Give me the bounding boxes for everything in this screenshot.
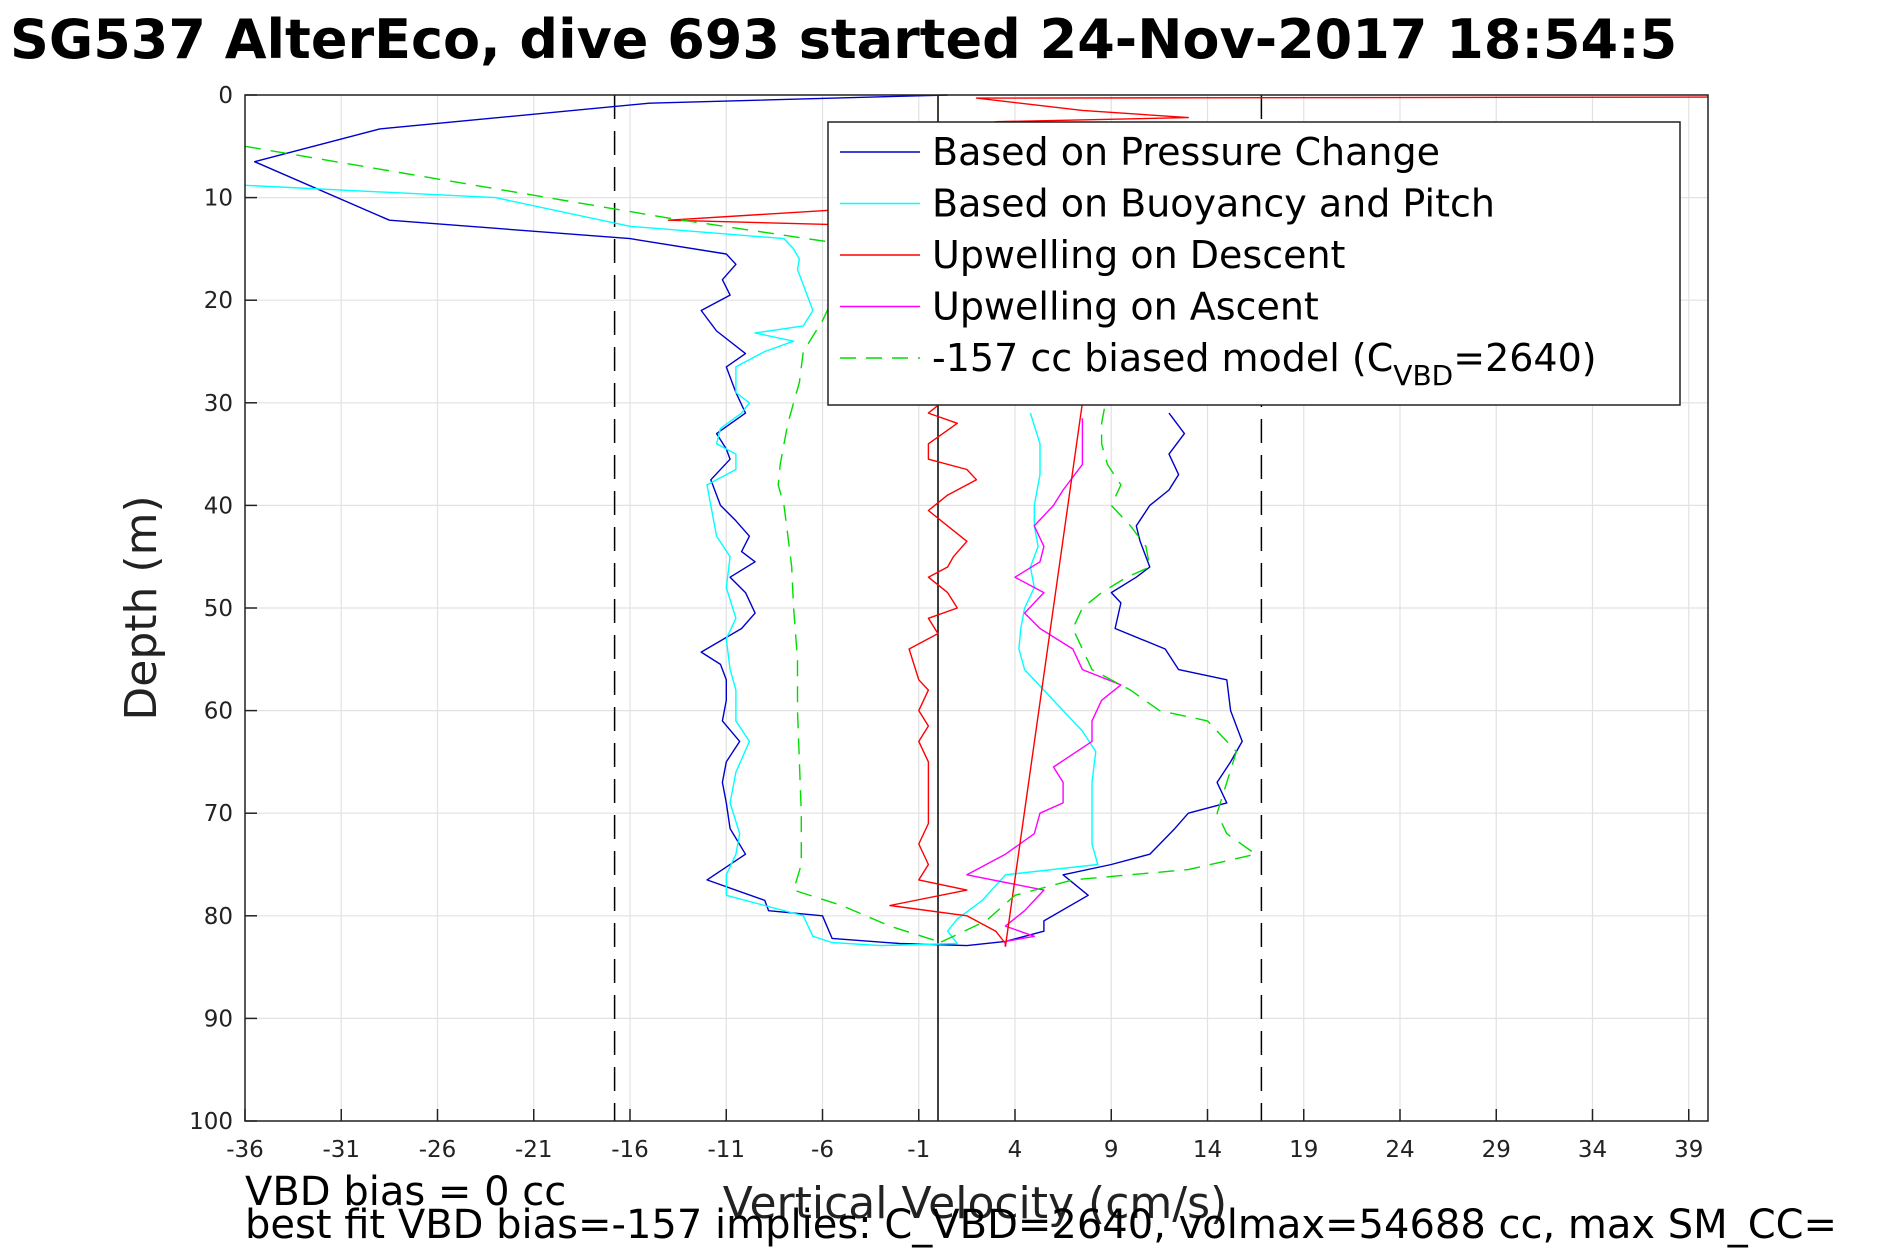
x-tick-label: 24 (1385, 1137, 1414, 1163)
x-tick-label: -1 (907, 1137, 930, 1163)
x-tick-label: 14 (1193, 1137, 1222, 1163)
footer-line-2: best fit VBD bias=-157 implies: C_VBD=26… (245, 1202, 1837, 1248)
x-tick-labels: -36 -31 -26 -21 -16 -11 -6 -1 4 9 14 19 24 29 34 39 (226, 1109, 1703, 1163)
legend-label: Upwelling on Descent (932, 233, 1345, 277)
y-axis-label: Depth (m) (116, 495, 167, 720)
legend-box (827, 121, 1681, 406)
y-tick-label: 50 (204, 596, 233, 622)
series-line-1 (244, 184, 1099, 947)
y-tick-label: 0 (218, 83, 233, 109)
y-tick-labels: 0 10 20 30 40 50 60 70 80 90 100 (189, 83, 257, 1135)
x-tick-label: 9 (1104, 1137, 1119, 1163)
x-tick-label: -31 (322, 1137, 360, 1163)
x-tick-label: 4 (1008, 1137, 1023, 1163)
y-tick-label: 70 (204, 801, 233, 827)
footer-line-1: VBD bias = 0 cc (245, 1169, 566, 1215)
series-line-0 (253, 94, 1243, 947)
series-line-3 (966, 418, 1122, 947)
y-tick-label: 80 (204, 904, 233, 930)
y-tick-label: 40 (204, 493, 233, 519)
x-axis-label: Vertical Velocity (cm/s) (723, 1178, 1227, 1229)
y-tick-label: 100 (189, 1109, 233, 1135)
x-tick-label: 19 (1289, 1137, 1318, 1163)
series-line-4 (1004, 402, 1084, 947)
legend-label: Upwelling on Ascent (932, 285, 1319, 329)
y-tick-label: 30 (204, 391, 233, 417)
x-tick-label: 34 (1578, 1137, 1607, 1163)
x-tick-label: -6 (811, 1137, 834, 1163)
y-tick-label: 20 (204, 288, 233, 314)
legend: Based on Pressure Change Based on Buoyanc… (827, 121, 1681, 406)
x-tick-label: -26 (419, 1137, 457, 1163)
x-tick-label: -11 (707, 1137, 745, 1163)
y-tick-label: 10 (204, 186, 233, 212)
chart-title: SG537 AlterEco, dive 693 started 24-Nov-… (10, 8, 1677, 71)
x-tick-label: 39 (1674, 1137, 1703, 1163)
x-tick-label: -36 (226, 1137, 264, 1163)
y-tick-label: 60 (204, 699, 233, 725)
x-tick-label: -21 (515, 1137, 553, 1163)
x-tick-label: 29 (1482, 1137, 1511, 1163)
legend-label: Based on Pressure Change (932, 130, 1440, 174)
legend-label: Based on Buoyancy and Pitch (932, 182, 1495, 226)
y-tick-label: 90 (204, 1006, 233, 1032)
x-tick-label: -16 (611, 1137, 649, 1163)
